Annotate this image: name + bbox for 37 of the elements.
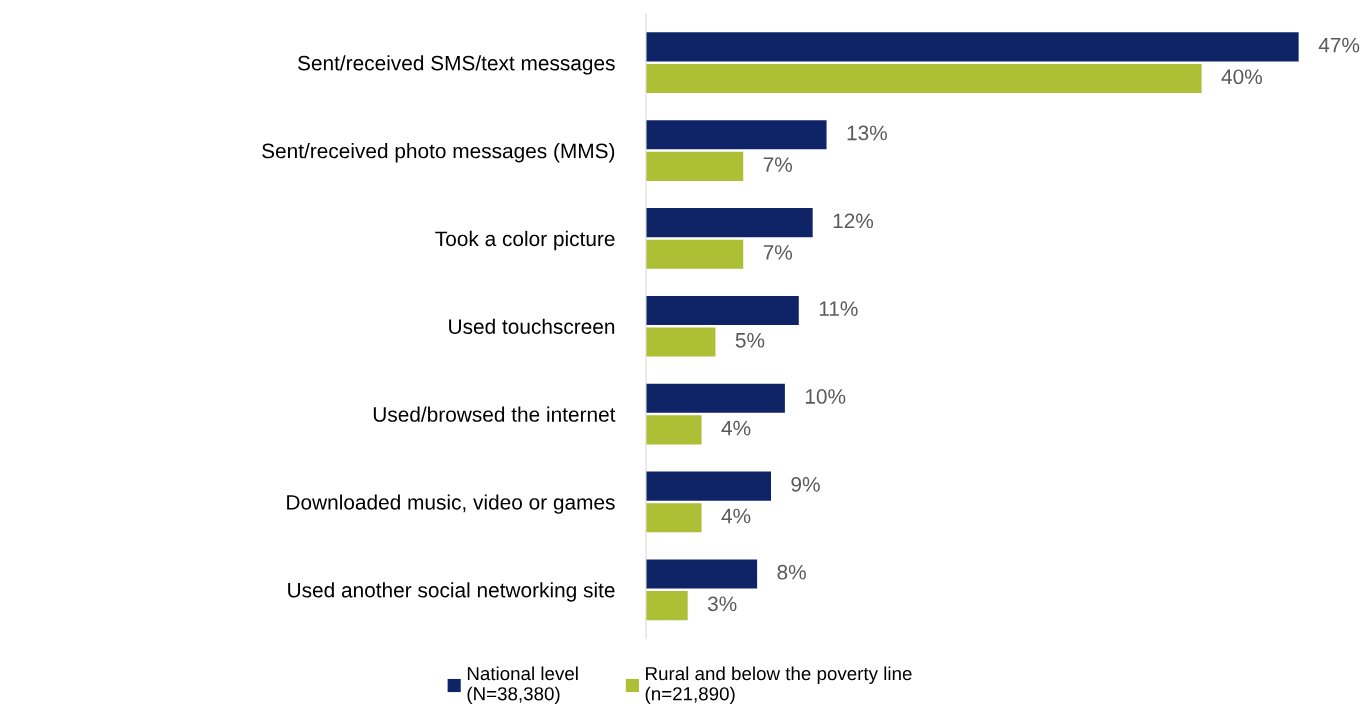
y-tick-label: Sent/received photo messages (MMS)	[262, 143, 615, 163]
data-label: 7%	[763, 245, 793, 260]
bar	[646, 559, 758, 589]
y-tick-label: Used another social networking site	[288, 582, 615, 602]
bar	[646, 415, 702, 445]
data-label: 9%	[791, 476, 820, 492]
bar	[646, 471, 771, 501]
data-label: 5%	[735, 332, 765, 348]
data-label: 40%	[1221, 69, 1262, 85]
data-label: 11%	[819, 301, 858, 316]
bar	[646, 383, 785, 413]
data-label: 4%	[721, 420, 751, 436]
data-label: 4%	[721, 508, 751, 524]
bar	[646, 64, 1202, 94]
y-tick-label: Downloaded music, video or games	[287, 494, 615, 514]
bar	[646, 327, 716, 357]
bar	[646, 591, 688, 621]
data-label: 7%	[763, 157, 793, 172]
data-label: 8%	[777, 564, 806, 580]
y-tick-label: Took a color picture	[435, 230, 615, 251]
y-tick-label: Used/browsed the internet	[373, 406, 616, 422]
bar	[646, 120, 827, 150]
data-label: 12%	[833, 213, 874, 229]
y-tick-label: Used touchscreen	[449, 318, 615, 335]
data-label: 3%	[707, 596, 737, 612]
bar	[646, 295, 799, 325]
legend-label: National level (N=38,380)	[467, 666, 578, 705]
legend-label: Rural and below the poverty line (n=21,890)	[645, 666, 912, 705]
bar	[646, 208, 813, 238]
bar	[646, 239, 744, 269]
data-label: 10%	[805, 389, 846, 404]
y-tick-label: Sent/received SMS/text messages	[297, 55, 615, 75]
data-label: 47%	[1318, 37, 1360, 53]
bar	[646, 503, 702, 533]
data-label: 13%	[847, 125, 887, 141]
bar	[646, 151, 744, 181]
bar	[646, 32, 1299, 62]
